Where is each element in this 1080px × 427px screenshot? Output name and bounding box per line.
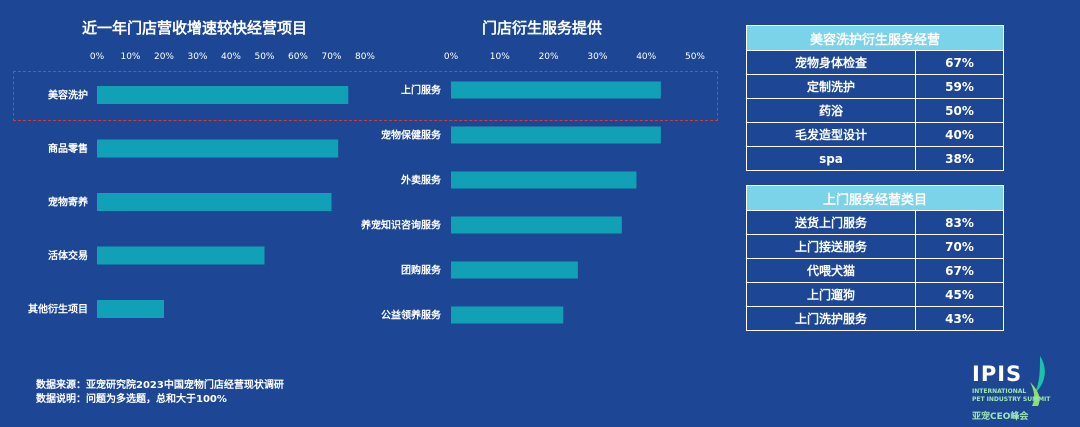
bar [451, 261, 578, 279]
row-value: 83% [915, 210, 1004, 235]
bar [97, 193, 332, 211]
category-label: 其他衍生项目 [28, 303, 88, 316]
logo-sub-2: PET INDUSTRY SUMMIT [972, 396, 1051, 403]
x-tick-label: 10% [490, 52, 510, 62]
row-label: 上门接送服务 [746, 234, 916, 259]
row-value: 67% [915, 258, 1004, 283]
category-label: 上门服务 [401, 84, 442, 97]
row-value: 43% [915, 306, 1004, 331]
bar [451, 306, 564, 324]
door-services-table: 上门服务经营类目 送货上门服务 83% 上门接送服务 70% 代喂犬猫 67% 上门遛… [746, 185, 1004, 331]
row-label: 定制洗护 [746, 74, 916, 99]
x-tick-label: 0% [444, 52, 459, 62]
x-tick-label: 30% [187, 52, 207, 62]
table-row: 上门接送服务 70% [746, 234, 1004, 259]
x-tick-label: 40% [221, 52, 241, 62]
row-value: 70% [915, 234, 1004, 259]
x-tick-label: 70% [321, 52, 341, 62]
x-tick-label: 50% [254, 52, 274, 62]
x-tick-label: 10% [120, 52, 140, 62]
x-tick-label: 20% [154, 52, 174, 62]
category-label: 公益领养服务 [381, 309, 442, 322]
category-label: 外卖服务 [400, 174, 442, 187]
table-row: 代喂犬猫 67% [746, 258, 1004, 283]
table-row: 送货上门服务 83% [746, 210, 1004, 235]
x-tick-label: 0% [90, 52, 105, 62]
door-table-header: 上门服务经营类目 [746, 185, 1004, 211]
ipis-logo-mark-icon [1030, 356, 1045, 406]
mid-bar-chart: 0% 10% 20% 30% 40% 50% 上门服务宠物保健服务外卖服务养宠知识咨询服务团… [360, 52, 705, 324]
grooming-table-header: 美容洗护衍生服务经营 [746, 25, 1004, 51]
x-tick-label: 50% [685, 52, 705, 62]
logo-cn: 亚宠CEO峰会 [972, 412, 1029, 422]
highlight-box [13, 71, 718, 121]
category-label: 商品零售 [48, 142, 88, 155]
left-bar-chart: 0% 10% 20% 30% 40% 50% 60% 70% 80% 美容洗护商品零售宠物寄养活体… [28, 52, 375, 318]
row-value: 40% [915, 122, 1004, 147]
x-tick-label: 40% [636, 52, 656, 62]
category-label: 宠物保健服务 [381, 129, 442, 142]
x-tick-label: 80% [355, 52, 375, 62]
bar [97, 246, 265, 265]
table-row: 药浴 50% [746, 98, 1004, 123]
mid-chart-title: 门店衍生服务提供 [482, 19, 603, 37]
table-row: 毛发造型设计 40% [746, 122, 1004, 147]
row-value: 50% [915, 98, 1004, 123]
row-label: 上门遛狗 [746, 282, 916, 307]
grooming-services-table: 美容洗护衍生服务经营 宠物身体检查 67% 定制洗护 59% 药浴 50% 毛发造型设… [746, 25, 1004, 171]
row-label: spa [746, 146, 916, 171]
ipis-logo: IPIS INTERNATIONAL PET INDUSTRY SUMMIT 亚… [968, 354, 1068, 424]
row-label: 药浴 [746, 98, 916, 123]
category-label: 美容洗护 [48, 89, 88, 102]
logo-sub-1: INTERNATIONAL [972, 388, 1027, 395]
category-label: 活体交易 [48, 249, 88, 262]
row-value: 59% [915, 74, 1004, 99]
row-value: 45% [915, 282, 1004, 307]
category-label: 团购服务 [401, 264, 442, 277]
data-explanation-note: 数据说明：问题为多选题，总和大于100% [36, 394, 227, 405]
x-tick-label: 20% [539, 52, 559, 62]
category-label: 养宠知识咨询服务 [360, 219, 442, 232]
row-label: 代喂犬猫 [746, 258, 916, 283]
left-chart-title: 近一年门店营收增速较快经营项目 [82, 19, 308, 37]
bar [97, 139, 339, 158]
logo-text: IPIS [972, 362, 1023, 386]
bar [97, 86, 349, 104]
x-tick-label: 60% [288, 52, 308, 62]
table-row: 上门遛狗 45% [746, 282, 1004, 307]
row-label: 上门洗护服务 [746, 306, 916, 331]
row-label: 毛发造型设计 [746, 122, 916, 147]
row-value: 67% [915, 50, 1004, 75]
row-value: 38% [915, 146, 1004, 171]
bar [451, 81, 661, 99]
bar [451, 171, 637, 189]
row-label: 宠物身体检查 [746, 50, 916, 75]
bar [451, 126, 661, 144]
category-label: 宠物寄养 [48, 196, 89, 209]
data-source-note: 数据来源：亚宠研究院2023中国宠物门店经营现状调研 [36, 380, 284, 391]
bar [97, 300, 164, 318]
table-row: 宠物身体检查 67% [746, 50, 1004, 75]
table-row: spa 38% [746, 146, 1004, 171]
table-row: 定制洗护 59% [746, 74, 1004, 99]
bar [451, 216, 622, 234]
table-row: 上门洗护服务 43% [746, 306, 1004, 331]
x-tick-label: 30% [587, 52, 607, 62]
row-label: 送货上门服务 [746, 210, 916, 235]
